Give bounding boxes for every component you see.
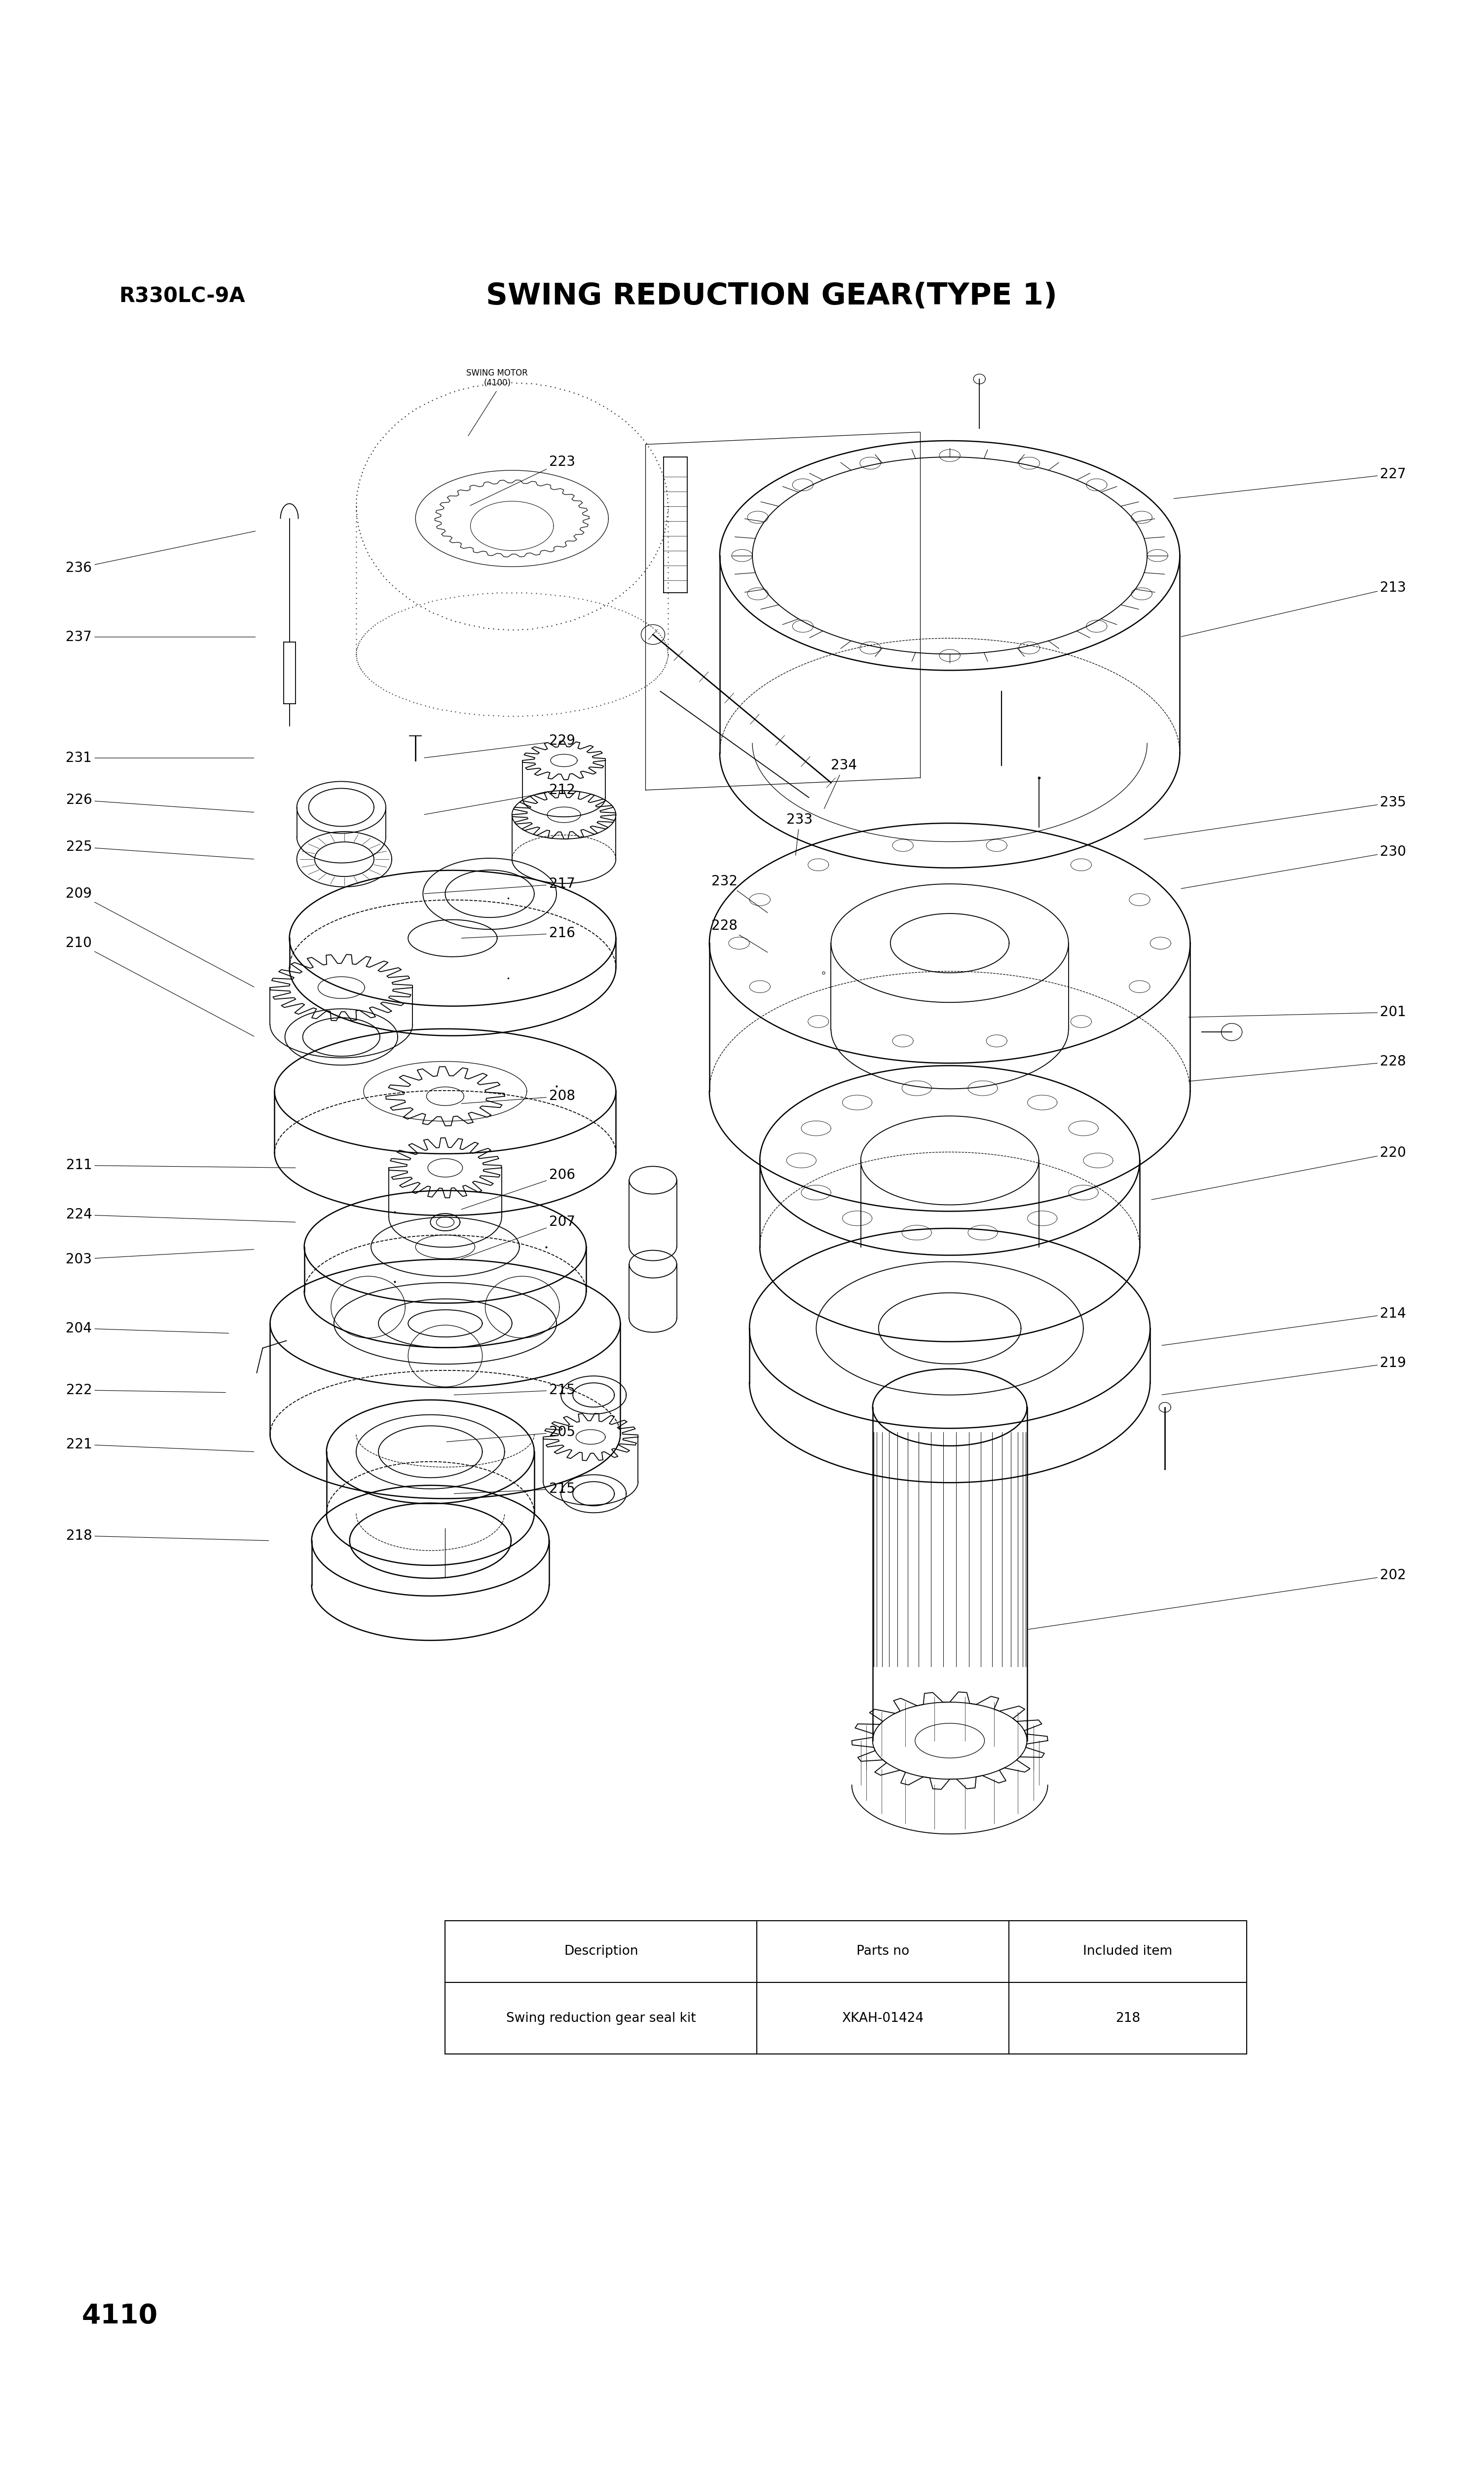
Text: 231: 231	[65, 751, 254, 765]
Text: 206: 206	[462, 1168, 576, 1210]
Text: 207: 207	[462, 1215, 576, 1259]
Text: XKAH-01424: XKAH-01424	[841, 2012, 925, 2025]
Text: 216: 216	[462, 926, 576, 941]
Text: 215: 215	[454, 1481, 576, 1496]
Text: 226: 226	[65, 793, 254, 812]
Text: R330LC-9A: R330LC-9A	[119, 286, 245, 306]
Text: 213: 213	[1181, 580, 1407, 637]
Text: 223: 223	[470, 454, 576, 506]
Text: 208: 208	[462, 1089, 576, 1104]
Text: 209: 209	[65, 886, 254, 988]
Text: 204: 204	[65, 1321, 229, 1336]
Text: 235: 235	[1144, 795, 1407, 839]
Text: 221: 221	[65, 1437, 254, 1452]
Text: Swing reduction gear seal kit: Swing reduction gear seal kit	[506, 2012, 696, 2025]
Text: Parts no: Parts no	[856, 1946, 910, 1958]
Text: 4110: 4110	[82, 2304, 157, 2328]
Text: 237: 237	[65, 630, 255, 644]
Text: 228: 228	[1189, 1054, 1407, 1081]
Text: 224: 224	[65, 1207, 295, 1222]
Text: 229: 229	[424, 733, 576, 758]
Text: 233: 233	[787, 812, 813, 854]
Text: 228: 228	[711, 918, 767, 953]
Text: 203: 203	[65, 1249, 254, 1267]
Text: 225: 225	[65, 839, 254, 859]
Text: SWING MOTOR
(4100): SWING MOTOR (4100)	[466, 368, 528, 388]
Text: 211: 211	[65, 1158, 295, 1173]
Text: 236: 236	[65, 531, 255, 575]
Text: 222: 222	[65, 1383, 226, 1397]
Text: 234: 234	[824, 758, 858, 807]
Text: 212: 212	[424, 783, 576, 815]
Text: 220: 220	[1152, 1146, 1407, 1200]
Text: 217: 217	[424, 876, 576, 894]
Text: 232: 232	[711, 874, 767, 914]
Text: 227: 227	[1174, 467, 1407, 499]
Text: 218: 218	[1116, 2012, 1140, 2025]
Bar	[445, 1921, 1247, 2054]
Text: 202: 202	[1028, 1568, 1407, 1630]
Text: 201: 201	[1189, 1005, 1407, 1020]
Text: 230: 230	[1181, 844, 1407, 889]
Text: 215: 215	[454, 1383, 576, 1397]
Text: 214: 214	[1162, 1306, 1407, 1346]
Text: 210: 210	[65, 936, 254, 1037]
Text: SWING REDUCTION GEAR(TYPE 1): SWING REDUCTION GEAR(TYPE 1)	[487, 281, 1057, 311]
Text: Description: Description	[564, 1946, 638, 1958]
Text: 218: 218	[65, 1528, 269, 1543]
Text: 219: 219	[1162, 1355, 1407, 1395]
Text: 205: 205	[447, 1425, 576, 1442]
Text: Included item: Included item	[1083, 1946, 1172, 1958]
